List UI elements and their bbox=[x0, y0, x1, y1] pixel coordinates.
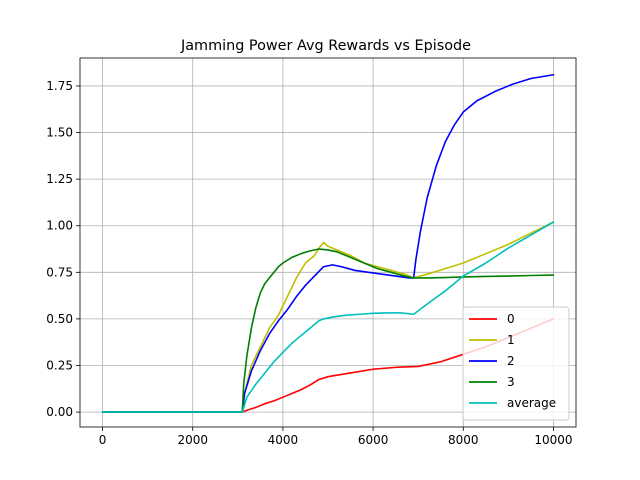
series-line-2 bbox=[101, 73, 555, 413]
y-tick-label: 1.75 bbox=[46, 79, 73, 93]
plot-frame bbox=[79, 57, 577, 428]
series-line-1 bbox=[101, 221, 555, 413]
y-tick-label: 0.25 bbox=[46, 359, 73, 373]
legend-label: 2 bbox=[507, 354, 515, 368]
x-tick-label: 10000 bbox=[534, 433, 572, 447]
y-tick-label: 0.00 bbox=[46, 405, 73, 419]
legend-label: 3 bbox=[507, 375, 515, 389]
x-tick-label: 2000 bbox=[177, 433, 208, 447]
legend-label: average bbox=[507, 396, 556, 410]
series-line-average bbox=[101, 221, 555, 413]
y-tick-label: 0.75 bbox=[46, 265, 73, 279]
chart-title: Jamming Power Avg Rewards vs Episode bbox=[180, 38, 471, 54]
x-tick-label: 0 bbox=[99, 433, 107, 447]
y-tick-label: 1.00 bbox=[46, 219, 73, 233]
y-tick-label: 1.50 bbox=[46, 126, 73, 140]
series-line-3 bbox=[101, 248, 555, 413]
y-tick-label: 0.50 bbox=[46, 312, 73, 326]
legend-box bbox=[462, 306, 570, 421]
y-tick-label: 1.25 bbox=[46, 172, 73, 186]
x-tick-label: 8000 bbox=[448, 433, 479, 447]
x-tick-label: 4000 bbox=[268, 433, 299, 447]
legend-label: 0 bbox=[507, 312, 515, 326]
legend-label: 1 bbox=[507, 333, 515, 347]
x-tick-label: 6000 bbox=[358, 433, 389, 447]
